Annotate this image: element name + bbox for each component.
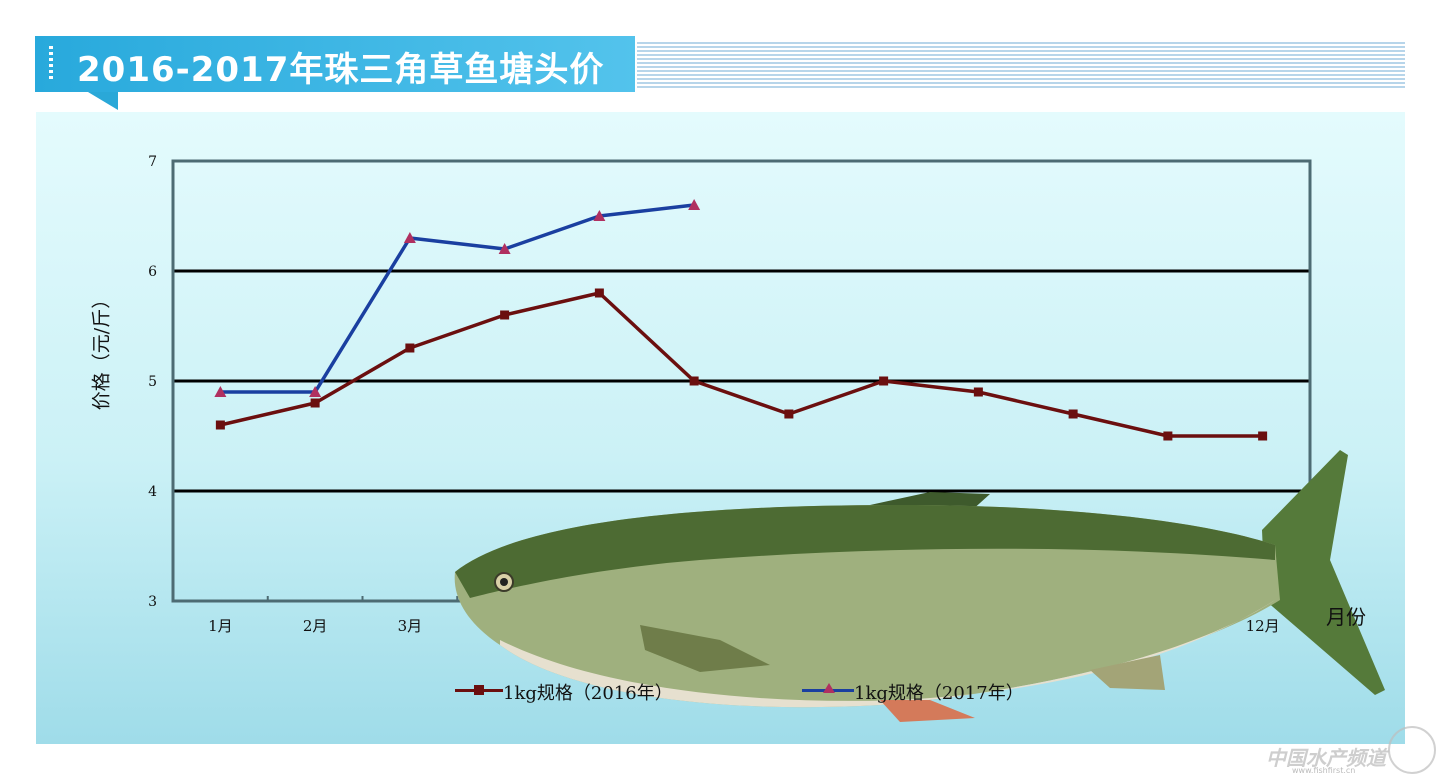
x-tick-label: 3月	[398, 617, 423, 635]
y-tick-label: 3	[148, 594, 157, 610]
data-point-0	[594, 288, 604, 298]
x-tick-label: 2月	[303, 617, 328, 635]
data-point-1	[498, 243, 511, 254]
y-tick-label: 5	[148, 374, 157, 390]
watermark: 中国水产频道	[1266, 746, 1386, 770]
data-point-1	[214, 386, 227, 397]
data-point-0	[1068, 409, 1078, 419]
x-tick-label: 1月	[208, 617, 233, 635]
legend-marker-2017	[823, 683, 835, 693]
data-point-0	[784, 409, 794, 419]
header-stripes	[637, 40, 1405, 90]
legend-marker-2016	[474, 685, 484, 695]
data-point-1	[309, 386, 322, 397]
page-title: 2016-2017年珠三角草鱼塘头价	[77, 50, 605, 90]
watermark-url: www.fishfirst.cn	[1292, 766, 1356, 775]
title-banner: 2016-2017年珠三角草鱼塘头价	[35, 36, 635, 92]
data-point-0	[500, 310, 510, 320]
data-point-0	[310, 398, 320, 408]
banner-dots	[49, 46, 53, 82]
grass-carp-image	[454, 450, 1385, 722]
data-point-0	[689, 376, 699, 386]
data-point-1	[403, 232, 416, 243]
data-point-1	[688, 199, 701, 210]
data-point-1	[593, 210, 606, 221]
legend-label-2017: 1kg规格（2017年）	[854, 683, 1024, 704]
y-tick-label: 7	[148, 154, 157, 170]
globe-icon	[1388, 726, 1436, 774]
series-line-1	[220, 203, 695, 394]
banner-tail	[88, 92, 118, 110]
y-tick-label: 4	[148, 484, 157, 500]
data-point-0	[879, 376, 889, 386]
series-line-0	[219, 291, 1263, 438]
data-point-0	[1258, 431, 1268, 441]
data-point-0	[215, 420, 225, 430]
data-point-0	[973, 387, 983, 397]
data-point-0	[405, 343, 415, 353]
data-point-0	[1163, 431, 1173, 441]
legend-label-2016: 1kg规格（2016年）	[503, 683, 673, 704]
x-axis-label: 月份	[1326, 605, 1366, 629]
y-tick-label: 6	[148, 264, 157, 280]
x-tick-label: 12月	[1246, 617, 1280, 635]
y-axis-label: 价格（元/斤）	[90, 289, 113, 411]
